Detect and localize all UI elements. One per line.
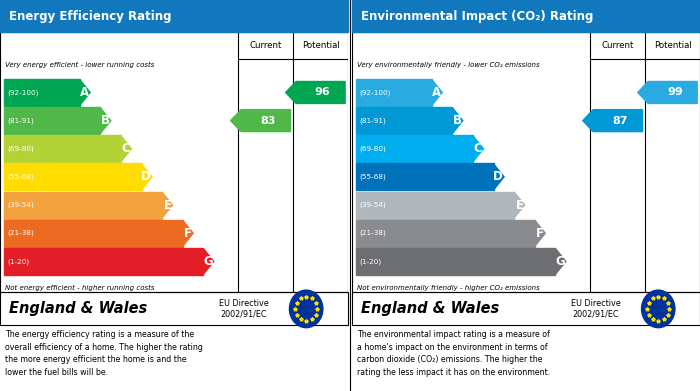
Text: 99: 99 [667,88,682,97]
Text: The environmental impact rating is a measure of
a home's impact on the environme: The environmental impact rating is a mea… [357,330,551,377]
Polygon shape [286,81,345,104]
Bar [4,220,183,247]
Text: (1-20): (1-20) [8,258,30,265]
Text: England & Wales: England & Wales [8,301,147,316]
Bar [0,292,348,325]
Circle shape [290,290,323,328]
Bar [352,32,700,292]
Bar [0,292,348,325]
Bar [356,248,555,275]
Text: 87: 87 [612,116,628,126]
Text: G: G [203,255,213,268]
Polygon shape [121,136,132,161]
Text: (21-38): (21-38) [8,230,34,237]
Polygon shape [231,109,290,132]
Text: (1-20): (1-20) [360,258,382,265]
Bar [4,79,80,106]
Polygon shape [80,79,90,105]
Text: EU Directive
2002/91/EC: EU Directive 2002/91/EC [570,299,620,319]
Text: F: F [184,227,192,240]
Bar [0,32,348,292]
Text: E: E [164,199,172,212]
Text: Not energy efficient - higher running costs: Not energy efficient - higher running co… [5,284,155,291]
Bar [356,192,514,219]
Polygon shape [555,248,566,274]
Text: E: E [516,199,524,212]
Bar [4,135,121,162]
Bar [352,292,700,325]
Text: Environmental Impact (CO₂) Rating: Environmental Impact (CO₂) Rating [360,9,593,23]
Text: Energy Efficiency Rating: Energy Efficiency Rating [8,9,172,23]
Text: Potential: Potential [302,41,340,50]
Bar [4,163,141,190]
Bar [356,220,535,247]
Text: Very energy efficient - lower running costs: Very energy efficient - lower running co… [5,62,155,68]
Text: (92-100): (92-100) [360,89,391,96]
Text: 96: 96 [315,88,330,97]
Text: B: B [453,114,462,127]
Bar [352,0,700,32]
Circle shape [642,290,675,328]
Text: Current: Current [250,41,282,50]
Polygon shape [452,108,463,133]
Text: (69-80): (69-80) [360,145,386,152]
Text: D: D [494,170,503,183]
Polygon shape [141,164,152,190]
Polygon shape [162,192,173,218]
Bar [352,292,700,325]
Text: (69-80): (69-80) [8,145,34,152]
Text: (92-100): (92-100) [8,89,39,96]
Bar [4,107,100,134]
Text: (55-68): (55-68) [360,174,386,180]
Text: C: C [122,142,130,155]
Text: 83: 83 [260,116,276,126]
Bar [356,135,473,162]
Bar [4,248,203,275]
Text: (21-38): (21-38) [360,230,386,237]
Bar [356,163,494,190]
Text: Very environmentally friendly - lower CO₂ emissions: Very environmentally friendly - lower CO… [357,62,540,68]
Text: B: B [101,114,110,127]
Bar [4,192,162,219]
Text: Potential: Potential [654,41,692,50]
Polygon shape [473,136,484,161]
Polygon shape [514,192,525,218]
Text: Not environmentally friendly - higher CO₂ emissions: Not environmentally friendly - higher CO… [357,284,540,291]
Polygon shape [100,108,111,133]
Text: (81-91): (81-91) [360,117,386,124]
Text: England & Wales: England & Wales [360,301,499,316]
Polygon shape [638,81,697,104]
Bar [0,0,348,32]
Polygon shape [203,248,214,274]
Bar [356,107,452,134]
Text: F: F [536,227,544,240]
Bar [356,79,432,106]
Text: G: G [555,255,565,268]
Text: (55-68): (55-68) [8,174,34,180]
Text: A: A [432,86,441,99]
Polygon shape [583,109,643,132]
Polygon shape [494,164,504,190]
Text: C: C [474,142,482,155]
Polygon shape [183,220,193,246]
Text: EU Directive
2002/91/EC: EU Directive 2002/91/EC [218,299,268,319]
Polygon shape [535,220,545,246]
Polygon shape [432,79,442,105]
Text: Current: Current [602,41,634,50]
Text: (39-54): (39-54) [360,202,386,208]
Text: (81-91): (81-91) [8,117,34,124]
Text: D: D [141,170,151,183]
Text: (39-54): (39-54) [8,202,34,208]
Text: A: A [80,86,89,99]
Text: The energy efficiency rating is a measure of the
overall efficiency of a home. T: The energy efficiency rating is a measur… [5,330,203,377]
